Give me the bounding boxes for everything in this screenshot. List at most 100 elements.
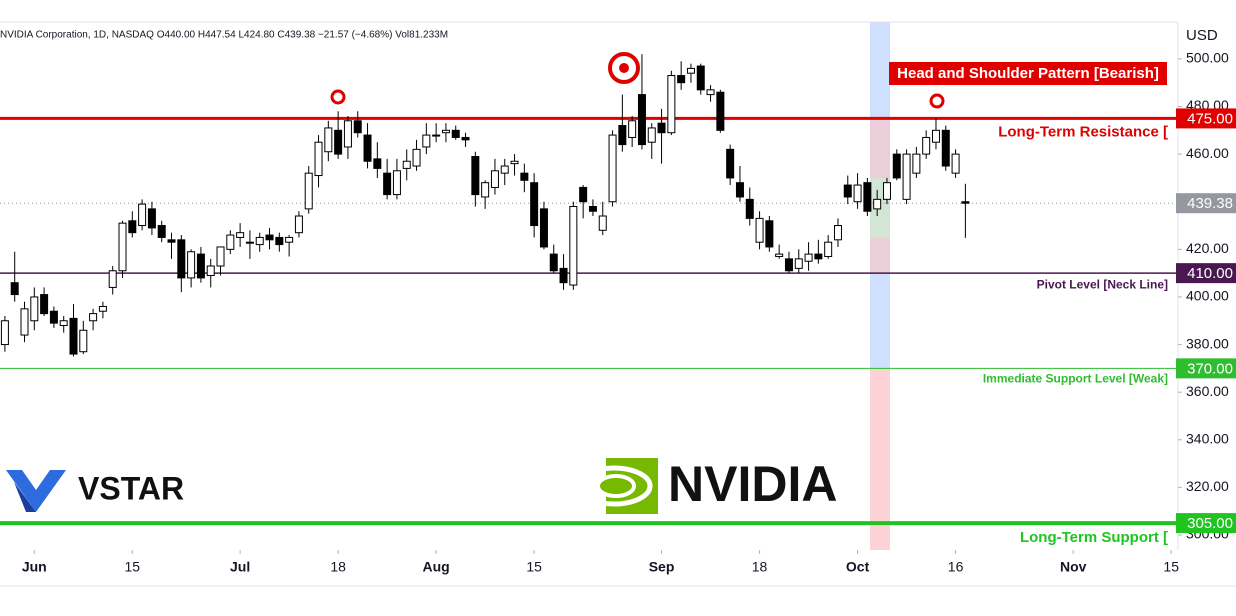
candle-body: [177, 239, 186, 279]
y-tick-label: 320.00: [1186, 478, 1229, 494]
y-tick-label: 400.00: [1186, 288, 1229, 304]
candle-body: [882, 182, 891, 200]
candle-body: [726, 148, 735, 179]
candle-body: [89, 313, 98, 322]
y-tick-label: 420.00: [1186, 240, 1229, 256]
candle-body: [40, 294, 49, 315]
candle-body: [873, 198, 882, 210]
annotation-box: [889, 62, 1167, 85]
candle-body: [294, 215, 303, 234]
logo-text: NVIDIA: [668, 456, 837, 512]
candle-body: [961, 201, 970, 204]
level-name: Immediate Support Level [Weak]: [983, 372, 1168, 386]
candle-body: [784, 258, 793, 272]
candle-body: [392, 170, 401, 196]
candle-body: [304, 172, 313, 210]
candle-body: [863, 182, 872, 212]
candle-body: [363, 134, 372, 162]
y-tick-label: 500.00: [1186, 50, 1229, 66]
x-tick-label: Nov: [1060, 559, 1087, 575]
candle-body: [667, 75, 676, 134]
x-tick-label: Jun: [22, 559, 47, 575]
candle-body: [833, 225, 842, 241]
candle-body: [481, 182, 490, 198]
y-tick-label: 340.00: [1186, 430, 1229, 446]
candle-body: [383, 172, 392, 196]
x-tick-label: Sep: [649, 559, 675, 575]
candle-body: [167, 239, 176, 243]
candle-body: [334, 129, 343, 155]
candle-body: [539, 208, 548, 248]
candle-body: [118, 222, 127, 272]
candle-body: [686, 67, 695, 74]
candle-body: [275, 236, 284, 246]
candle-body: [20, 308, 29, 336]
x-tick-label: 18: [330, 559, 346, 575]
x-tick-label: Oct: [846, 559, 870, 575]
candle-body: [461, 136, 470, 141]
x-tick-label: 16: [948, 559, 964, 575]
candle-body: [892, 153, 901, 179]
candle-body: [824, 241, 833, 257]
candle-body: [108, 270, 117, 288]
candle-body: [677, 75, 686, 84]
candle-body: [343, 120, 352, 148]
candle-body: [30, 296, 39, 322]
candle-body: [941, 129, 950, 167]
candle-body: [765, 220, 774, 248]
candle-body: [804, 253, 813, 262]
candle-body: [588, 205, 597, 212]
x-tick-label: Aug: [423, 559, 450, 575]
candle-body: [441, 129, 450, 134]
level-tag: 475.00: [1187, 110, 1233, 127]
x-tick-label: Jul: [230, 559, 250, 575]
y-tick-label: 460.00: [1186, 145, 1229, 161]
candle-body: [853, 184, 862, 203]
candle-body: [618, 125, 627, 146]
level-tag: 370.00: [1187, 360, 1233, 377]
candle-body: [931, 129, 940, 143]
candle-body: [324, 127, 333, 153]
nvidia-logo: NVIDIA: [575, 456, 837, 514]
candle-body: [520, 172, 529, 181]
candle-body: [530, 182, 539, 227]
candle-body: [922, 136, 931, 155]
candle-body: [794, 258, 803, 269]
candle-body: [314, 141, 323, 177]
candle-body: [422, 134, 431, 148]
candle-body: [402, 160, 411, 169]
candle-body: [255, 236, 264, 246]
candle-body: [138, 203, 147, 227]
candle-body: [912, 153, 921, 174]
level-tag-box: [1176, 358, 1236, 379]
candle-body: [637, 94, 646, 146]
candle-body: [598, 215, 607, 231]
candle-body: [353, 120, 362, 134]
candle-body: [500, 165, 509, 174]
candle-body: [951, 153, 960, 174]
level-tag-box: [1176, 263, 1236, 284]
currency: USD: [1186, 27, 1218, 44]
logo-text: VSTAR: [78, 470, 184, 506]
x-tick-label: 18: [752, 559, 768, 575]
candle-body: [69, 317, 78, 355]
candle-body: [510, 160, 519, 165]
candle-body: [549, 253, 558, 272]
candle-body: [216, 246, 225, 267]
candle-body: [79, 329, 88, 353]
candle-body: [226, 234, 235, 250]
level-name: Pivot Level [Neck Line]: [1037, 277, 1168, 291]
candle-body: [10, 282, 19, 296]
candle-body: [716, 91, 725, 131]
candle-body: [432, 134, 441, 137]
candle-body: [373, 158, 382, 169]
head-marker: [619, 63, 629, 73]
candle-body: [706, 89, 715, 96]
candle-body: [902, 153, 911, 200]
x-tick-label: 15: [125, 559, 141, 575]
candle-body: [49, 310, 58, 324]
shoulder-marker: [929, 93, 945, 109]
vstar-logo: VSTAR: [6, 470, 184, 512]
candle-body: [490, 170, 499, 188]
